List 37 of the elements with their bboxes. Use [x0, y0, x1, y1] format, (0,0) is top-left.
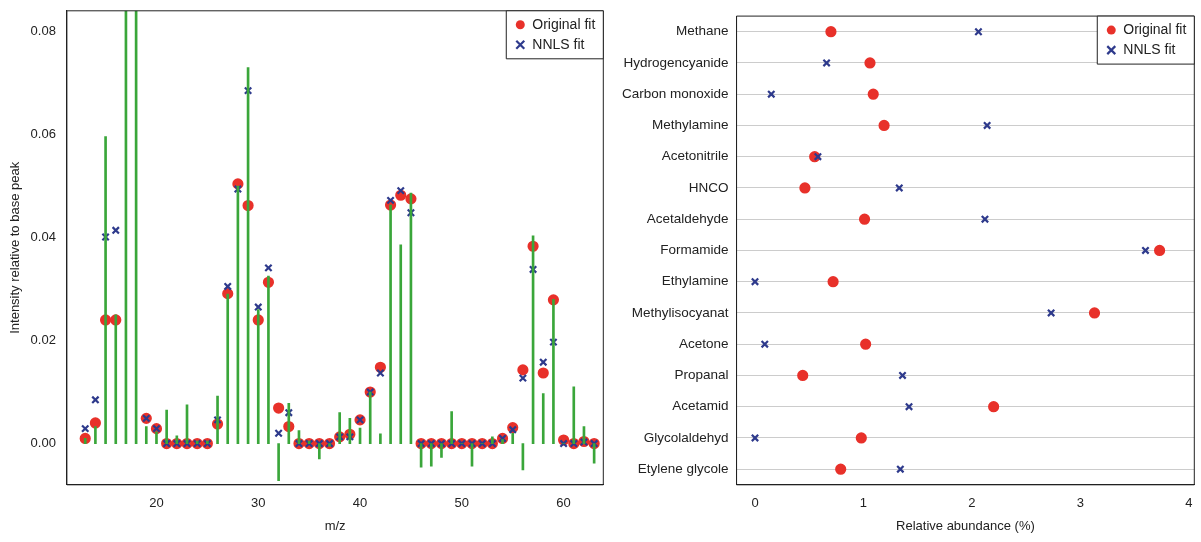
- y-tick-label: Acetaldehyde: [646, 210, 729, 226]
- y-tick-label: 0.06: [30, 126, 56, 142]
- y-tick-label: 0.04: [30, 229, 56, 245]
- y-tick-label: Formamide: [660, 242, 729, 258]
- x-tick-label: 0: [751, 495, 759, 511]
- y-tick-label: Ethylamine: [661, 273, 729, 289]
- y-axis-title: Intensity relative to base peak: [7, 161, 23, 334]
- legend-label: NNLS fit: [532, 35, 585, 52]
- y-tick-label: 0.00: [30, 435, 56, 451]
- x-axis-title: Relative abundance (%): [896, 517, 1035, 533]
- y-tick-label: Acetamid: [672, 398, 729, 414]
- x-tick-label: 60: [556, 495, 571, 511]
- x-tick-label: 30: [251, 495, 266, 511]
- y-tick-label: Hydrogencyanide: [623, 54, 729, 70]
- legend-label: Original fit: [1123, 20, 1187, 37]
- x-tick-label: 2: [968, 495, 976, 511]
- y-tick-label: Glycolaldehyd: [643, 429, 729, 445]
- y-tick-label: Methane: [676, 23, 729, 39]
- y-tick-label: Carbon monoxide: [621, 85, 729, 101]
- y-tick-label: Methylamine: [652, 117, 729, 133]
- y-tick-label: Acetone: [679, 335, 729, 351]
- x-axis-title: m/z: [324, 517, 346, 533]
- y-tick-label: Acetonitrile: [661, 148, 729, 164]
- x-tick-label: 50: [454, 495, 470, 511]
- y-tick-label: 0.02: [30, 332, 56, 348]
- x-tick-label: 20: [149, 495, 164, 511]
- x-tick-label: 3: [1076, 495, 1085, 511]
- y-tick-label: Propanal: [674, 367, 729, 383]
- y-tick-label: Methylisocyanat: [631, 304, 729, 320]
- x-tick-label: 4: [1185, 495, 1193, 511]
- x-tick-label: 40: [352, 495, 368, 511]
- legend-label: NNLS fit: [1123, 40, 1176, 57]
- legend-label: Original fit: [532, 15, 596, 32]
- y-tick-label: Etylene glycole: [637, 460, 729, 476]
- y-tick-label: HNCO: [688, 179, 729, 195]
- x-tick-label: 1: [859, 495, 868, 511]
- y-tick-label: 0.08: [30, 22, 56, 38]
